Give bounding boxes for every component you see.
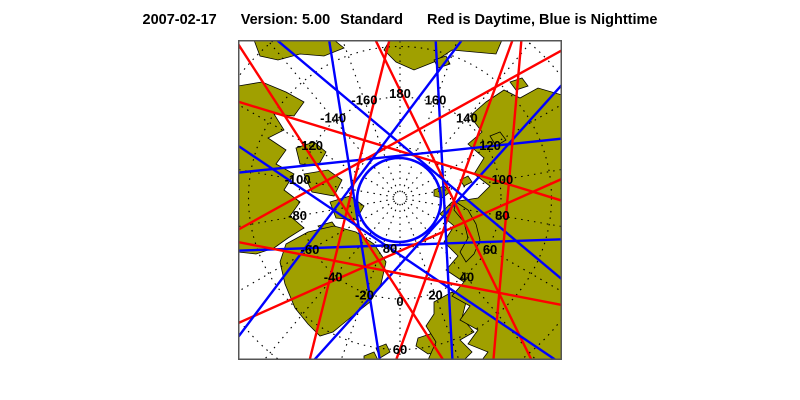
track-line-night-6 <box>274 40 562 281</box>
longitude-label-120: 120 <box>479 138 501 153</box>
landmass-severnaya-zemlya <box>489 131 507 147</box>
longitude-label-60: 60 <box>483 242 497 257</box>
landmass-chukotka <box>383 40 503 71</box>
title-mode: Standard <box>340 12 404 28</box>
longitude-label--80: -80 <box>288 208 307 223</box>
map-border <box>238 40 562 360</box>
track-line-day-9 <box>238 48 562 232</box>
title-legend: Red is Daytime, Blue is Nighttime <box>427 12 658 28</box>
longitude-label--140: -140 <box>320 110 346 125</box>
latitude-label-80: 80 <box>383 241 397 256</box>
longitude-label-140: 140 <box>456 110 478 125</box>
longitude-label-20: 20 <box>428 288 442 303</box>
longitude-label-180: 180 <box>389 86 411 101</box>
landmass-siberia-eurasia <box>439 87 562 360</box>
graticule-circle-70 <box>298 96 502 300</box>
track-line-night-10 <box>238 40 464 340</box>
track-line-day-16 <box>492 40 523 360</box>
longitude-label-80: 80 <box>495 208 509 223</box>
page-title: 2007-02-17 Version: 5.00 Standard Red is… <box>0 12 800 28</box>
polar-map: 180 160 140 120 100 80 60 40 20 0 -20 -40 -60 -80 -100… <box>238 40 562 360</box>
terminator-circle <box>355 156 443 244</box>
track-line-night-0 <box>238 238 562 252</box>
longitude-label-40: 40 <box>460 270 474 285</box>
track-line-night-12 <box>327 40 382 360</box>
latitude-label-60: 60 <box>393 342 407 357</box>
longitude-label--60: -60 <box>301 242 320 257</box>
title-date: 2007-02-17 <box>142 12 217 28</box>
track-line-night-14 <box>238 144 558 360</box>
title-version: Version: 5.00 <box>240 12 331 28</box>
longitude-label-160: 160 <box>425 92 447 107</box>
landmass-banks-island <box>295 141 327 167</box>
longitude-label--20: -20 <box>355 288 374 303</box>
track-line-day-15 <box>238 240 562 307</box>
track-line-night-4 <box>434 40 454 360</box>
graticule-circle-80 <box>348 146 452 250</box>
longitude-label--40: -40 <box>324 270 343 285</box>
longitude-label-0: 0 <box>396 294 403 309</box>
track-line-night-8 <box>238 137 562 174</box>
track-line-day-3 <box>394 40 514 360</box>
longitude-label--120: -120 <box>297 138 323 153</box>
longitude-label-100: 100 <box>492 172 514 187</box>
track-line-night-2 <box>312 82 562 360</box>
longitude-label--100: -100 <box>285 172 311 187</box>
longitude-label--160: -160 <box>351 92 377 107</box>
